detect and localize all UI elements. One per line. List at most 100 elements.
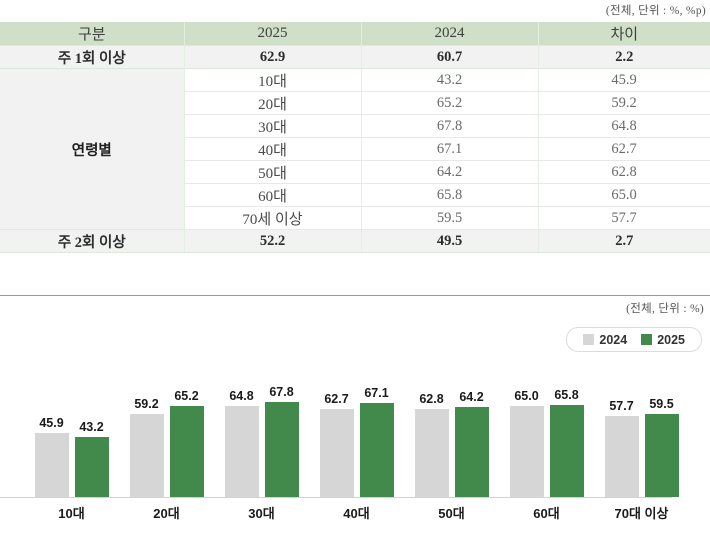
section-divider xyxy=(0,295,710,296)
cell-2024: 59.2 xyxy=(538,91,710,115)
statistics-table: 구분 2025 2024 차이 주 1회 이상 62.9 60.7 2.2 연령… xyxy=(0,22,710,253)
chart-bar-item: 64.2 xyxy=(454,360,489,497)
chart-x-axis-line xyxy=(0,497,672,498)
cell-2025: 43.2 xyxy=(361,68,539,92)
chart-bar-item: 45.9 xyxy=(34,360,69,497)
table-header-row: 구분 2025 2024 차이 xyxy=(0,22,710,46)
chart-x-label: 50대 xyxy=(438,506,465,521)
chart-bar-item: 57.7 xyxy=(604,360,639,497)
chart-bar-2025 xyxy=(264,402,299,497)
chart-bar-group: 65.0 65.8 xyxy=(499,360,594,497)
chart-bar-2024 xyxy=(224,406,259,497)
cell-2024: 62.8 xyxy=(538,160,710,184)
cell-2024: 57.7 xyxy=(538,206,710,230)
cell-2025: 67.8 xyxy=(361,114,539,138)
chart-bar-2025 xyxy=(169,405,204,497)
row-label: 주 2회 이상 xyxy=(0,229,185,253)
table-row-summary-weekly-twice: 주 2회 이상 52.2 49.5 2.7 xyxy=(0,229,710,253)
row-label: 40대 xyxy=(184,137,362,161)
chart-bar-value-label: 64.2 xyxy=(459,390,484,405)
chart-bar-value-label: 67.1 xyxy=(364,386,389,401)
chart-bar-value-label: 62.7 xyxy=(324,392,349,407)
column-header-diff: 차이 xyxy=(538,22,710,46)
cell-2024: 45.9 xyxy=(538,68,710,92)
chart-bar-2024 xyxy=(604,416,639,497)
legend-item-2024: 2024 xyxy=(583,333,627,347)
chart-bar-2025 xyxy=(454,407,489,497)
chart-bar-value-label: 45.9 xyxy=(39,415,64,430)
chart-bar-item: 67.1 xyxy=(359,360,394,497)
row-label: 60대 xyxy=(184,183,362,207)
legend-label-2024: 2024 xyxy=(599,332,628,347)
cell-2024: 60.7 xyxy=(361,45,539,69)
chart-bar-item: 59.5 xyxy=(644,360,679,497)
legend-item-2025: 2025 xyxy=(641,333,685,347)
chart-bar-value-label: 65.2 xyxy=(174,388,199,403)
cell-2024: 62.7 xyxy=(538,137,710,161)
chart-bar-2025 xyxy=(74,436,109,497)
table-unit-note: (전체, 단위 : %, %p) xyxy=(605,5,706,17)
cell-diff: 2.2 xyxy=(538,45,710,69)
row-group-label-age: 연령별 xyxy=(0,68,185,230)
table-row-summary-weekly-once: 주 1회 이상 62.9 60.7 2.2 xyxy=(0,45,710,69)
cell-2024: 49.5 xyxy=(361,229,539,253)
row-label: 20대 xyxy=(184,91,362,115)
table-row: 20대 65.2 59.2 6.0 xyxy=(0,91,710,115)
cell-2025: 67.1 xyxy=(361,137,539,161)
legend-swatch-2024 xyxy=(583,334,595,345)
cell-2024: 64.8 xyxy=(538,114,710,138)
row-label: 50대 xyxy=(184,160,362,184)
chart-bar-value-label: 57.7 xyxy=(609,399,634,414)
column-header-2025: 2025 xyxy=(184,22,362,46)
chart-bar-2024 xyxy=(129,414,164,497)
chart-bar-item: 62.7 xyxy=(319,360,354,497)
cell-2025: 59.5 xyxy=(361,206,539,230)
table-row: 30대 67.8 64.8 3.0 xyxy=(0,114,710,138)
chart-bar-2025 xyxy=(644,413,679,497)
cell-2025: 65.8 xyxy=(361,183,539,207)
column-header-2024: 2024 xyxy=(361,22,539,46)
cell-2025: 64.2 xyxy=(361,160,539,184)
row-label: 10대 xyxy=(184,68,362,92)
chart-unit-note: (전체, 단위 : %) xyxy=(626,303,704,315)
chart-plot-area: 45.9 43.2 59.2 65.2 64.8 67.8 62.7 67.1 62.8 64.2… xyxy=(24,360,689,497)
chart-bar-item: 65.0 xyxy=(509,360,544,497)
chart-legend: 2024 2025 xyxy=(566,327,702,352)
chart-bar-2025 xyxy=(549,404,584,497)
chart-bar-value-label: 65.0 xyxy=(514,389,539,403)
chart-bar-item: 67.8 xyxy=(264,360,299,497)
chart-bar-group: 45.9 43.2 xyxy=(24,360,119,497)
table-row: 70세 이상 59.5 57.7 1.8 xyxy=(0,206,710,230)
chart-bar-value-label: 62.8 xyxy=(419,392,444,407)
table-row: 60대 65.8 65.0 0.8 xyxy=(0,183,710,207)
row-label: 70세 이상 xyxy=(184,206,362,230)
chart-bar-group: 64.8 67.8 xyxy=(214,360,309,497)
chart-x-label: 30대 xyxy=(248,506,275,521)
chart-x-label: 20대 xyxy=(153,506,180,521)
chart-bar-item: 43.2 xyxy=(74,360,109,497)
column-header-gubun: 구분 xyxy=(0,22,185,46)
chart-bar-item: 65.2 xyxy=(169,360,204,497)
table-row: 40대 67.1 62.7 4.4 xyxy=(0,137,710,161)
cell-2025: 52.2 xyxy=(184,229,362,253)
chart-bar-2024 xyxy=(414,409,449,497)
cell-2025: 65.2 xyxy=(361,91,539,115)
chart-x-axis-labels: 10대 20대 30대 40대 50대 60대 70대 이상 xyxy=(24,503,689,522)
legend-label-2025: 2025 xyxy=(657,332,685,347)
row-label: 주 1회 이상 xyxy=(0,45,185,69)
chart-bar-value-label: 65.8 xyxy=(554,387,579,402)
chart-bar-group: 62.7 67.1 xyxy=(309,360,404,497)
chart-bar-2025 xyxy=(359,403,394,497)
chart-bar-item: 65.8 xyxy=(549,360,584,497)
chart-x-label: 60대 xyxy=(533,506,560,521)
cell-2025: 62.9 xyxy=(184,45,362,69)
chart-bar-item: 64.8 xyxy=(224,360,259,497)
cell-diff: 2.7 xyxy=(538,229,710,253)
chart-bar-2024 xyxy=(319,409,354,497)
chart-bar-item: 62.8 xyxy=(414,360,449,497)
table-row: 연령별 10대 43.2 45.9 −2.7 xyxy=(0,68,710,230)
chart-x-label: 70대 이상 xyxy=(614,506,669,521)
chart-bar-group: 62.8 64.2 xyxy=(404,360,499,497)
chart-bar-value-label: 67.8 xyxy=(269,385,294,400)
row-label: 30대 xyxy=(184,114,362,138)
